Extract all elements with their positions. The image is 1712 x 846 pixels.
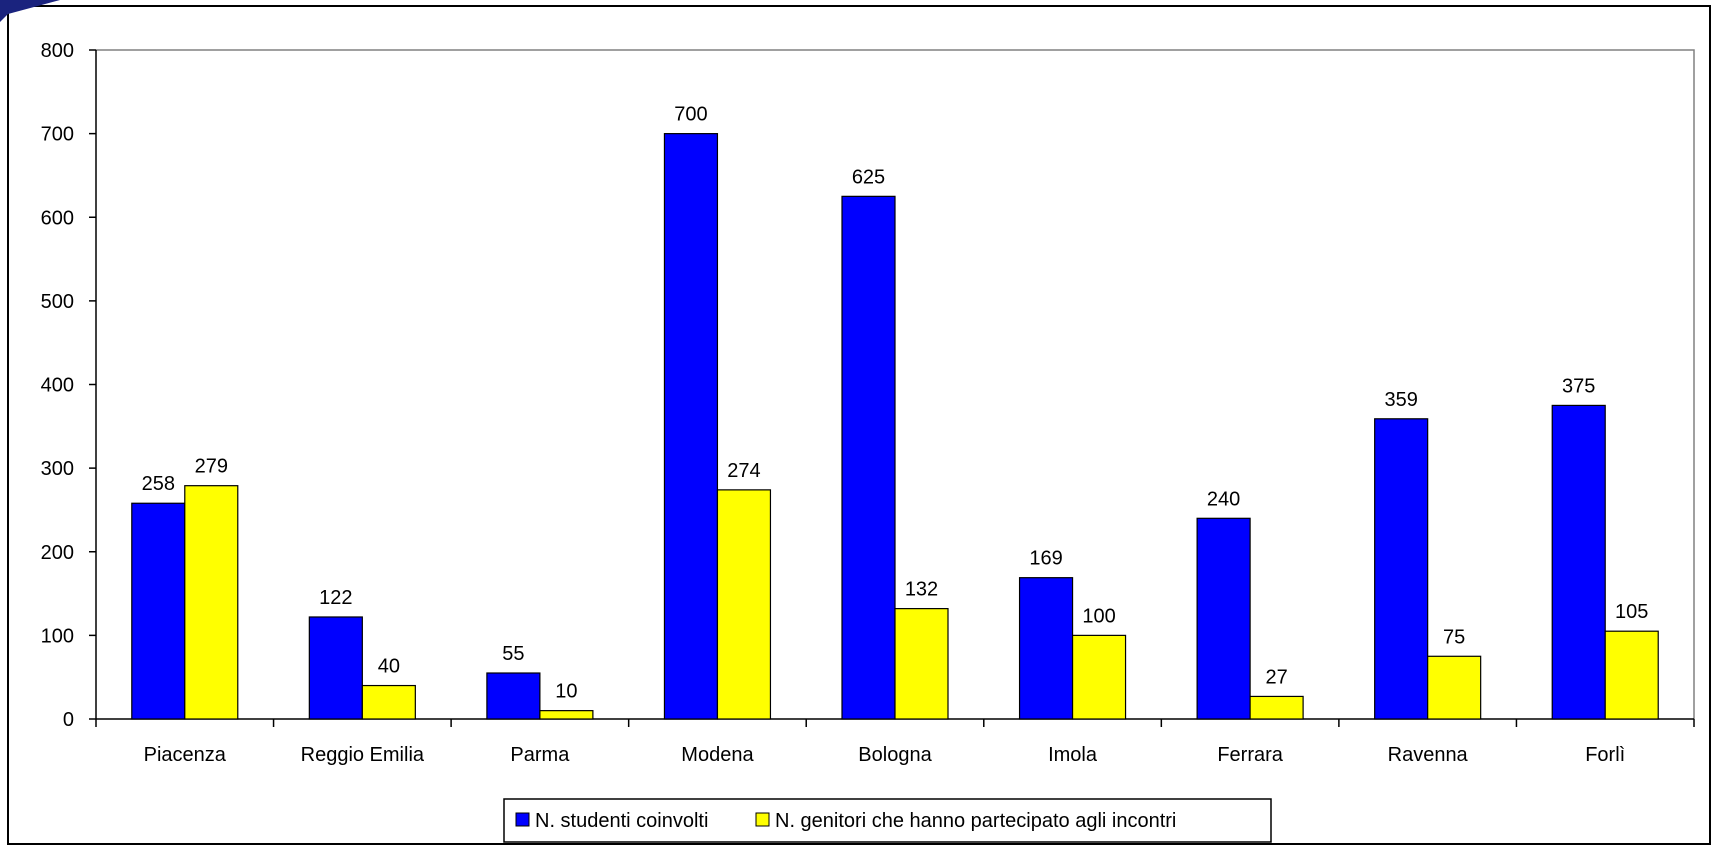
legend-label-series-2: N. genitori che hanno partecipato agli i… xyxy=(775,810,1176,832)
bar-series-2 xyxy=(716,489,772,720)
bar-series-1 xyxy=(1551,404,1606,720)
data-label-series-2: 279 xyxy=(195,456,228,478)
data-label-series-2: 75 xyxy=(1443,626,1465,648)
bar-series-2 xyxy=(1249,695,1304,720)
plot-area xyxy=(96,49,1695,719)
data-labels: 258 122 55 700 625 169 240 359 375 279 40 10 274 132 1… xyxy=(142,104,1649,703)
bar-series-2 xyxy=(1604,630,1659,720)
y-axis: 0 100 200 300 400 500 600 700 800 xyxy=(41,40,97,731)
legend-swatch-series-1 xyxy=(515,812,530,827)
y-tick-label: 500 xyxy=(41,291,74,313)
y-tick-label: 100 xyxy=(41,625,74,647)
legend-swatch-series-2 xyxy=(755,812,770,827)
corner-accent-decoration xyxy=(0,0,60,22)
bar-series-1 xyxy=(486,672,541,720)
bar-series-2 xyxy=(539,710,594,720)
data-label-series-2: 100 xyxy=(1082,605,1115,627)
bar-series-2 xyxy=(1427,655,1482,720)
data-label-series-2: 10 xyxy=(555,681,577,703)
bar-series-2 xyxy=(1071,634,1127,720)
bar-series-1 xyxy=(1018,577,1074,720)
data-label-series-1: 700 xyxy=(674,104,707,126)
legend: N. studenti coinvolti N. genitori che ha… xyxy=(503,798,1272,843)
x-category-label: Imola xyxy=(1048,744,1098,766)
bar-series-2 xyxy=(184,485,239,720)
data-label-series-1: 122 xyxy=(319,587,352,609)
data-label-series-1: 258 xyxy=(142,473,175,495)
y-tick-label: 0 xyxy=(63,709,74,731)
x-category-label: Ferrara xyxy=(1217,744,1283,766)
legend-label-series-1: N. studenti coinvolti xyxy=(535,810,708,832)
data-label-series-2: 40 xyxy=(378,656,400,678)
data-label-series-2: 27 xyxy=(1265,666,1287,688)
bar-series-1 xyxy=(841,195,896,720)
bar-series-2 xyxy=(894,608,949,720)
data-label-series-1: 359 xyxy=(1384,389,1417,411)
x-category-label: Piacenza xyxy=(144,744,227,766)
x-category-label: Ravenna xyxy=(1388,744,1469,766)
data-label-series-2: 132 xyxy=(905,579,938,601)
data-label-series-2: 274 xyxy=(727,460,760,482)
data-label-series-1: 169 xyxy=(1029,548,1062,570)
x-category-label: Reggio Emilia xyxy=(301,744,425,766)
legend-box xyxy=(503,798,1272,843)
x-category-label: Parma xyxy=(510,744,570,766)
bar-series-1 xyxy=(308,616,363,720)
x-category-label: Bologna xyxy=(858,744,932,766)
y-tick-label: 400 xyxy=(41,375,74,397)
bars xyxy=(131,133,1659,720)
x-category-label: Forlì xyxy=(1585,744,1625,766)
y-tick-label: 200 xyxy=(41,542,74,564)
y-tick-label: 300 xyxy=(41,458,74,480)
y-tick-label: 800 xyxy=(41,40,74,62)
y-tick-label: 700 xyxy=(41,124,74,146)
bar-series-1 xyxy=(663,133,719,720)
data-label-series-1: 375 xyxy=(1562,375,1595,397)
data-label-series-1: 55 xyxy=(502,643,524,665)
bar-series-1 xyxy=(1374,418,1429,720)
y-tick-label: 600 xyxy=(41,207,74,229)
plot-border xyxy=(96,49,1695,719)
bar-series-1 xyxy=(1196,517,1251,720)
bar-series-2 xyxy=(361,684,416,720)
x-category-label: Modena xyxy=(681,744,754,766)
data-label-series-1: 240 xyxy=(1207,488,1240,510)
data-label-series-1: 625 xyxy=(852,166,885,188)
bar-series-1 xyxy=(131,502,186,720)
data-label-series-2: 105 xyxy=(1615,601,1648,623)
